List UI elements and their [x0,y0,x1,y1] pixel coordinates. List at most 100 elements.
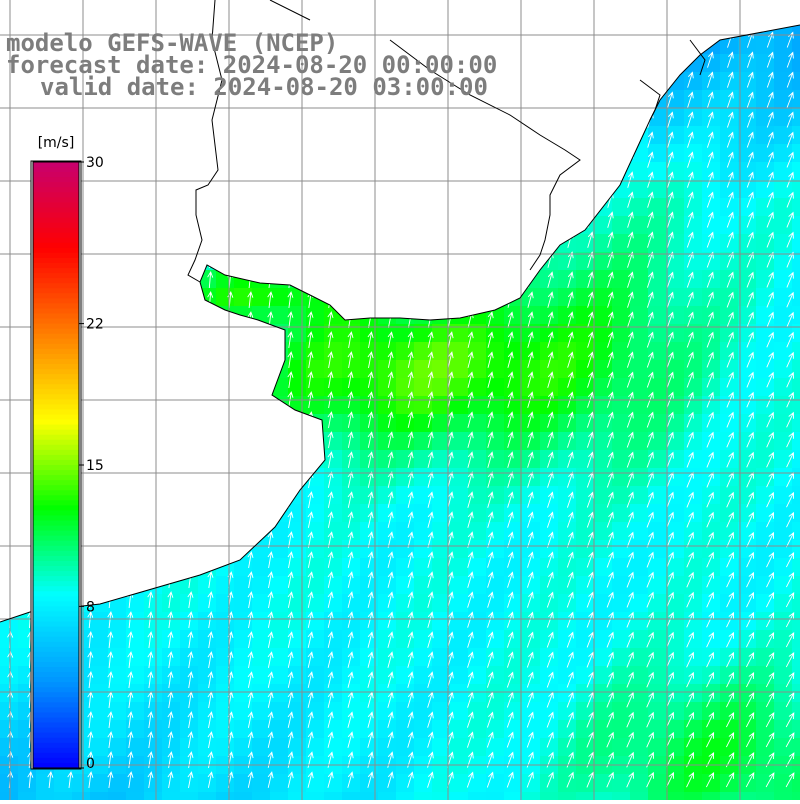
wind-arrow [786,271,794,288]
wind-arrow [785,591,795,608]
wind-arrow [606,671,614,688]
wind-arrow [527,351,534,368]
wind-speed-cell [576,576,595,595]
wind-speed-cell [216,666,235,685]
wind-speed-cell [558,342,577,361]
wind-speed-cell [432,684,451,703]
wind-speed-cell [612,558,631,577]
wind-arrow [287,591,294,608]
wind-speed-cell [594,468,613,487]
wind-arrow [567,351,574,368]
wind-arrow [766,271,774,288]
wind-speed-cell [324,414,343,433]
wind-arrow [785,671,795,688]
wind-speed-cell [90,612,109,631]
wind-arrow [506,731,514,748]
wind-arrow [666,431,674,448]
wind-speed-cell [342,396,361,415]
wind-speed-cell [684,774,703,793]
wind-arrow [766,531,774,548]
wind-arrow [507,471,514,488]
wind-speed-cell [468,396,487,415]
wind-arrow [785,531,795,548]
wind-speed-cell [576,684,595,703]
wind-arrow [586,491,594,508]
wind-arrow [785,631,795,648]
wind-speed-cell [666,792,685,800]
wind-speed-cell [504,630,523,649]
wind-arrow [566,531,574,548]
wind-arrow [746,231,754,248]
wind-arrow [447,471,454,488]
wind-arrow [706,531,714,548]
wind-arrow [387,631,394,648]
color-scale-step [33,510,79,517]
wind-speed-cell [90,774,109,793]
color-scale-step [33,470,79,476]
wind-arrow [387,551,394,568]
wind-speed-cell [630,558,649,577]
wind-arrow [167,671,174,688]
wind-arrow [347,651,354,668]
wind-arrow [107,651,114,668]
wind-arrow [207,651,214,668]
wind-speed-cell [774,792,793,800]
wind-speed-cell [702,558,721,577]
wind-arrow [407,611,414,628]
wind-speed-cell [306,378,325,397]
wind-speed-cell [666,432,685,451]
color-scale-step [33,328,79,335]
wind-arrow [666,311,674,328]
wind-speed-cell [792,198,800,217]
color-scale-step [33,545,79,552]
wind-speed-cell [630,234,649,253]
wind-arrow [746,251,754,268]
color-scale-step [33,404,79,411]
wind-arrow [487,551,494,568]
wind-speed-cell [306,486,325,505]
wind-speed-cell [594,630,613,649]
wind-speed-cell [450,360,469,379]
wind-speed-cell [126,738,145,757]
wind-arrow [107,731,114,748]
wind-speed-cell [522,774,541,793]
wind-speed-cell [702,90,721,109]
wind-speed-cell [792,252,800,271]
wind-speed-cell [774,648,793,667]
color-scale-step [33,444,79,451]
wind-speed-cell [198,630,217,649]
wind-speed-cell [432,630,451,649]
wind-speed-cell [234,630,253,649]
wind-arrow [347,351,354,368]
wind-arrow [447,491,454,508]
wind-arrow [546,611,554,628]
wind-speed-cell [432,378,451,397]
wind-speed-cell [378,486,397,505]
wind-arrow [746,411,754,428]
wind-speed-cell [360,702,379,721]
wind-speed-cell [360,630,379,649]
wind-arrow [786,51,794,68]
wind-arrow [347,331,354,348]
wind-speed-cell [720,342,739,361]
wind-arrow [507,351,514,368]
wind-speed-cell [720,270,739,289]
wind-speed-cell [756,486,775,505]
wind-speed-cell [756,36,775,55]
wind-speed-cell [702,540,721,559]
wind-arrow [147,671,154,688]
wind-speed-cell [486,720,505,739]
wind-speed-cell [558,648,577,667]
wind-speed-cell [108,774,127,793]
wind-arrow [327,711,334,728]
color-scale-step [33,182,79,188]
wind-arrow [527,411,534,428]
wind-speed-cell [792,666,800,685]
wind-speed-cell [738,774,757,793]
wind-arrow [207,270,214,289]
wind-speed-cell [792,486,800,505]
wind-speed-cell [522,540,541,559]
wind-speed-cell [612,270,631,289]
wind-arrow [407,411,414,428]
wind-speed-cell [432,360,451,379]
